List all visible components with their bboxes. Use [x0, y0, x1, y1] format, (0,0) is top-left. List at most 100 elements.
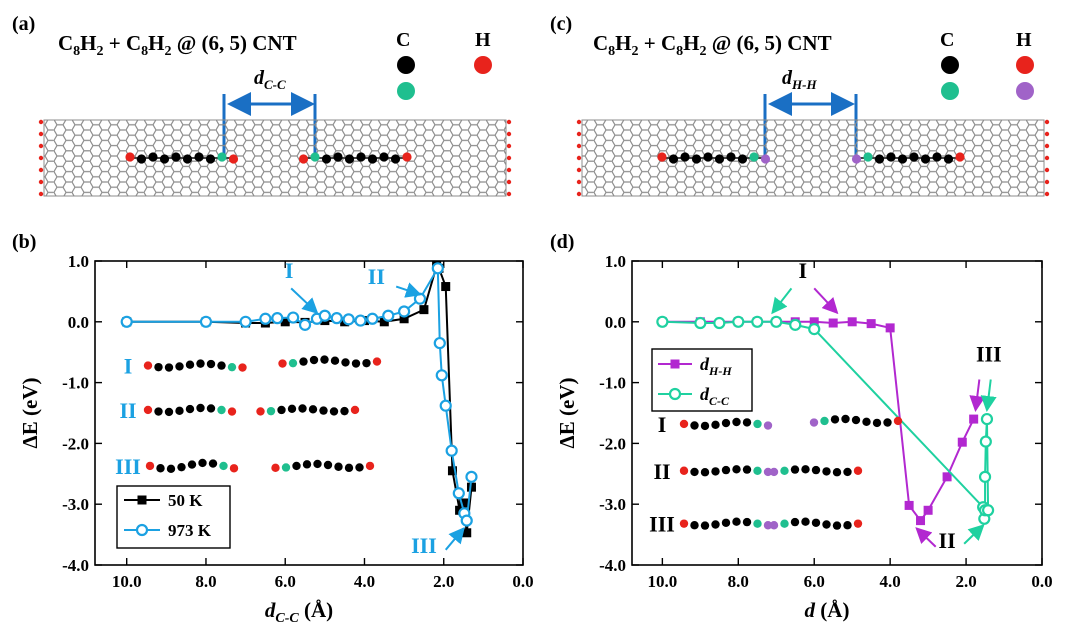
carbon-atom	[187, 460, 197, 469]
annotation-label: I	[285, 258, 294, 283]
legend-swatch-marker	[137, 495, 147, 505]
tube-end-h-atom	[1044, 143, 1050, 149]
data-point	[435, 369, 448, 382]
carbon-atom	[340, 406, 349, 416]
legend-swatch-marker	[670, 359, 680, 369]
carbon-atom	[206, 359, 216, 369]
annotation-arrow	[395, 282, 422, 298]
hydrogen-end-atom	[278, 359, 287, 368]
hydrogen-end-atom	[769, 467, 779, 477]
carbon-atom	[690, 521, 699, 530]
data-point	[942, 472, 952, 482]
carbon-atom	[732, 417, 741, 427]
carbon-atom	[700, 421, 710, 431]
x-tick-label: 8.0	[195, 572, 216, 591]
panel-c-molecule-right	[851, 152, 965, 164]
carbon-end-atom	[227, 362, 237, 372]
panel-d-label: (d)	[550, 231, 574, 253]
data-point	[809, 317, 819, 327]
plot-frame	[631, 260, 1043, 566]
tube-end-h-atom	[506, 131, 512, 137]
carbon-atom	[932, 152, 942, 162]
legend-label: dC-C	[700, 384, 730, 408]
tube-end-h-atom	[1044, 155, 1050, 161]
panel-c-legend-atom-c-end	[941, 82, 959, 100]
y-tick-label: 1.0	[68, 252, 89, 271]
hydrogen-end-atom	[238, 363, 247, 372]
carbon-atom	[313, 459, 322, 469]
carbon-atom	[182, 154, 193, 164]
panel-c-molecule-left	[657, 152, 771, 164]
carbon-atom	[344, 463, 354, 473]
legend: dH-H dC-C	[651, 348, 753, 412]
tube-end-h-atom	[576, 155, 582, 161]
carbon-atom	[175, 406, 184, 416]
carbon-atom	[690, 421, 699, 430]
carbon-atom	[196, 403, 205, 413]
data-point	[979, 435, 992, 448]
chart-b: 10.0 8.0 6.0 4.0 2.0 0.0 1.0 0.0 -1.0 -2.0 -3.0 -4.…	[18, 252, 534, 626]
data-point	[445, 444, 458, 457]
hydrogen-atom	[402, 152, 412, 162]
data-point	[713, 316, 726, 330]
tube-end-h-atom	[576, 191, 582, 197]
carbon-atom	[790, 517, 800, 527]
carbon-end-atom	[753, 466, 762, 475]
carbon-atom	[742, 465, 752, 474]
panel-c-distance-label: dH-H	[782, 67, 817, 92]
x-tick-label: 6.0	[275, 572, 296, 591]
carbon-atom	[351, 359, 361, 368]
data-point	[318, 309, 331, 322]
tube-end-h-atom	[38, 155, 44, 161]
carbon-atom	[333, 152, 343, 162]
hydrogen-atom	[143, 361, 153, 370]
data-point	[259, 312, 272, 325]
hydrogen-end-atom	[228, 154, 239, 164]
annotation-arrow	[771, 287, 793, 315]
hydrogen-atom	[955, 152, 965, 162]
y-tick-label: -2.0	[599, 434, 626, 453]
data-point	[366, 312, 379, 325]
hydrogen-atom	[679, 519, 689, 528]
carbon-atom	[344, 154, 355, 164]
data-point	[199, 315, 213, 328]
hydrogen-end-atom	[227, 407, 237, 416]
carbon-atom	[886, 152, 896, 162]
tube-end-h-atom	[1044, 179, 1050, 185]
panel-a-legend-h: H	[475, 29, 491, 51]
x-tick-label: 2.0	[433, 572, 454, 591]
annotation-arrow	[444, 526, 465, 551]
hydrogen-atom	[853, 519, 863, 528]
carbon-atom	[909, 152, 919, 162]
carbon-atom	[206, 404, 216, 413]
carbon-atom	[711, 467, 720, 476]
legend-label: 973 K	[168, 521, 212, 540]
hydrogen-atom	[365, 461, 375, 471]
x-tick-label: 10.0	[647, 572, 677, 591]
carbon-atom	[166, 464, 176, 474]
y-tick-label: 1.0	[605, 252, 626, 271]
data-point	[885, 323, 895, 333]
carbon-atom	[185, 360, 195, 369]
data-point	[978, 470, 992, 483]
legend-swatch-marker	[668, 387, 682, 401]
annotation-label: III	[411, 533, 437, 558]
carbon-atom	[319, 406, 328, 415]
tube-end-h-atom	[506, 191, 512, 197]
carbon-end-atom	[281, 463, 291, 472]
tube-end-h-atom	[38, 191, 44, 197]
data-point	[465, 470, 478, 483]
y-tick-label: -3.0	[62, 495, 89, 514]
data-point	[828, 318, 838, 328]
legend-swatch-marker	[135, 523, 149, 537]
x-tick-label: 10.0	[112, 572, 142, 591]
data-point	[330, 312, 343, 325]
carbon-atom	[292, 461, 301, 471]
data-point	[980, 412, 994, 426]
data-point	[398, 305, 411, 318]
carbon-end-atom	[749, 152, 759, 162]
hydrogen-end-atom	[763, 521, 773, 530]
panel-c-formula: C8H2 + C8H2 @ (6, 5) CNT	[593, 31, 832, 59]
panel-c-legend-h: H	[1016, 29, 1032, 51]
carbon-atom	[299, 357, 308, 366]
